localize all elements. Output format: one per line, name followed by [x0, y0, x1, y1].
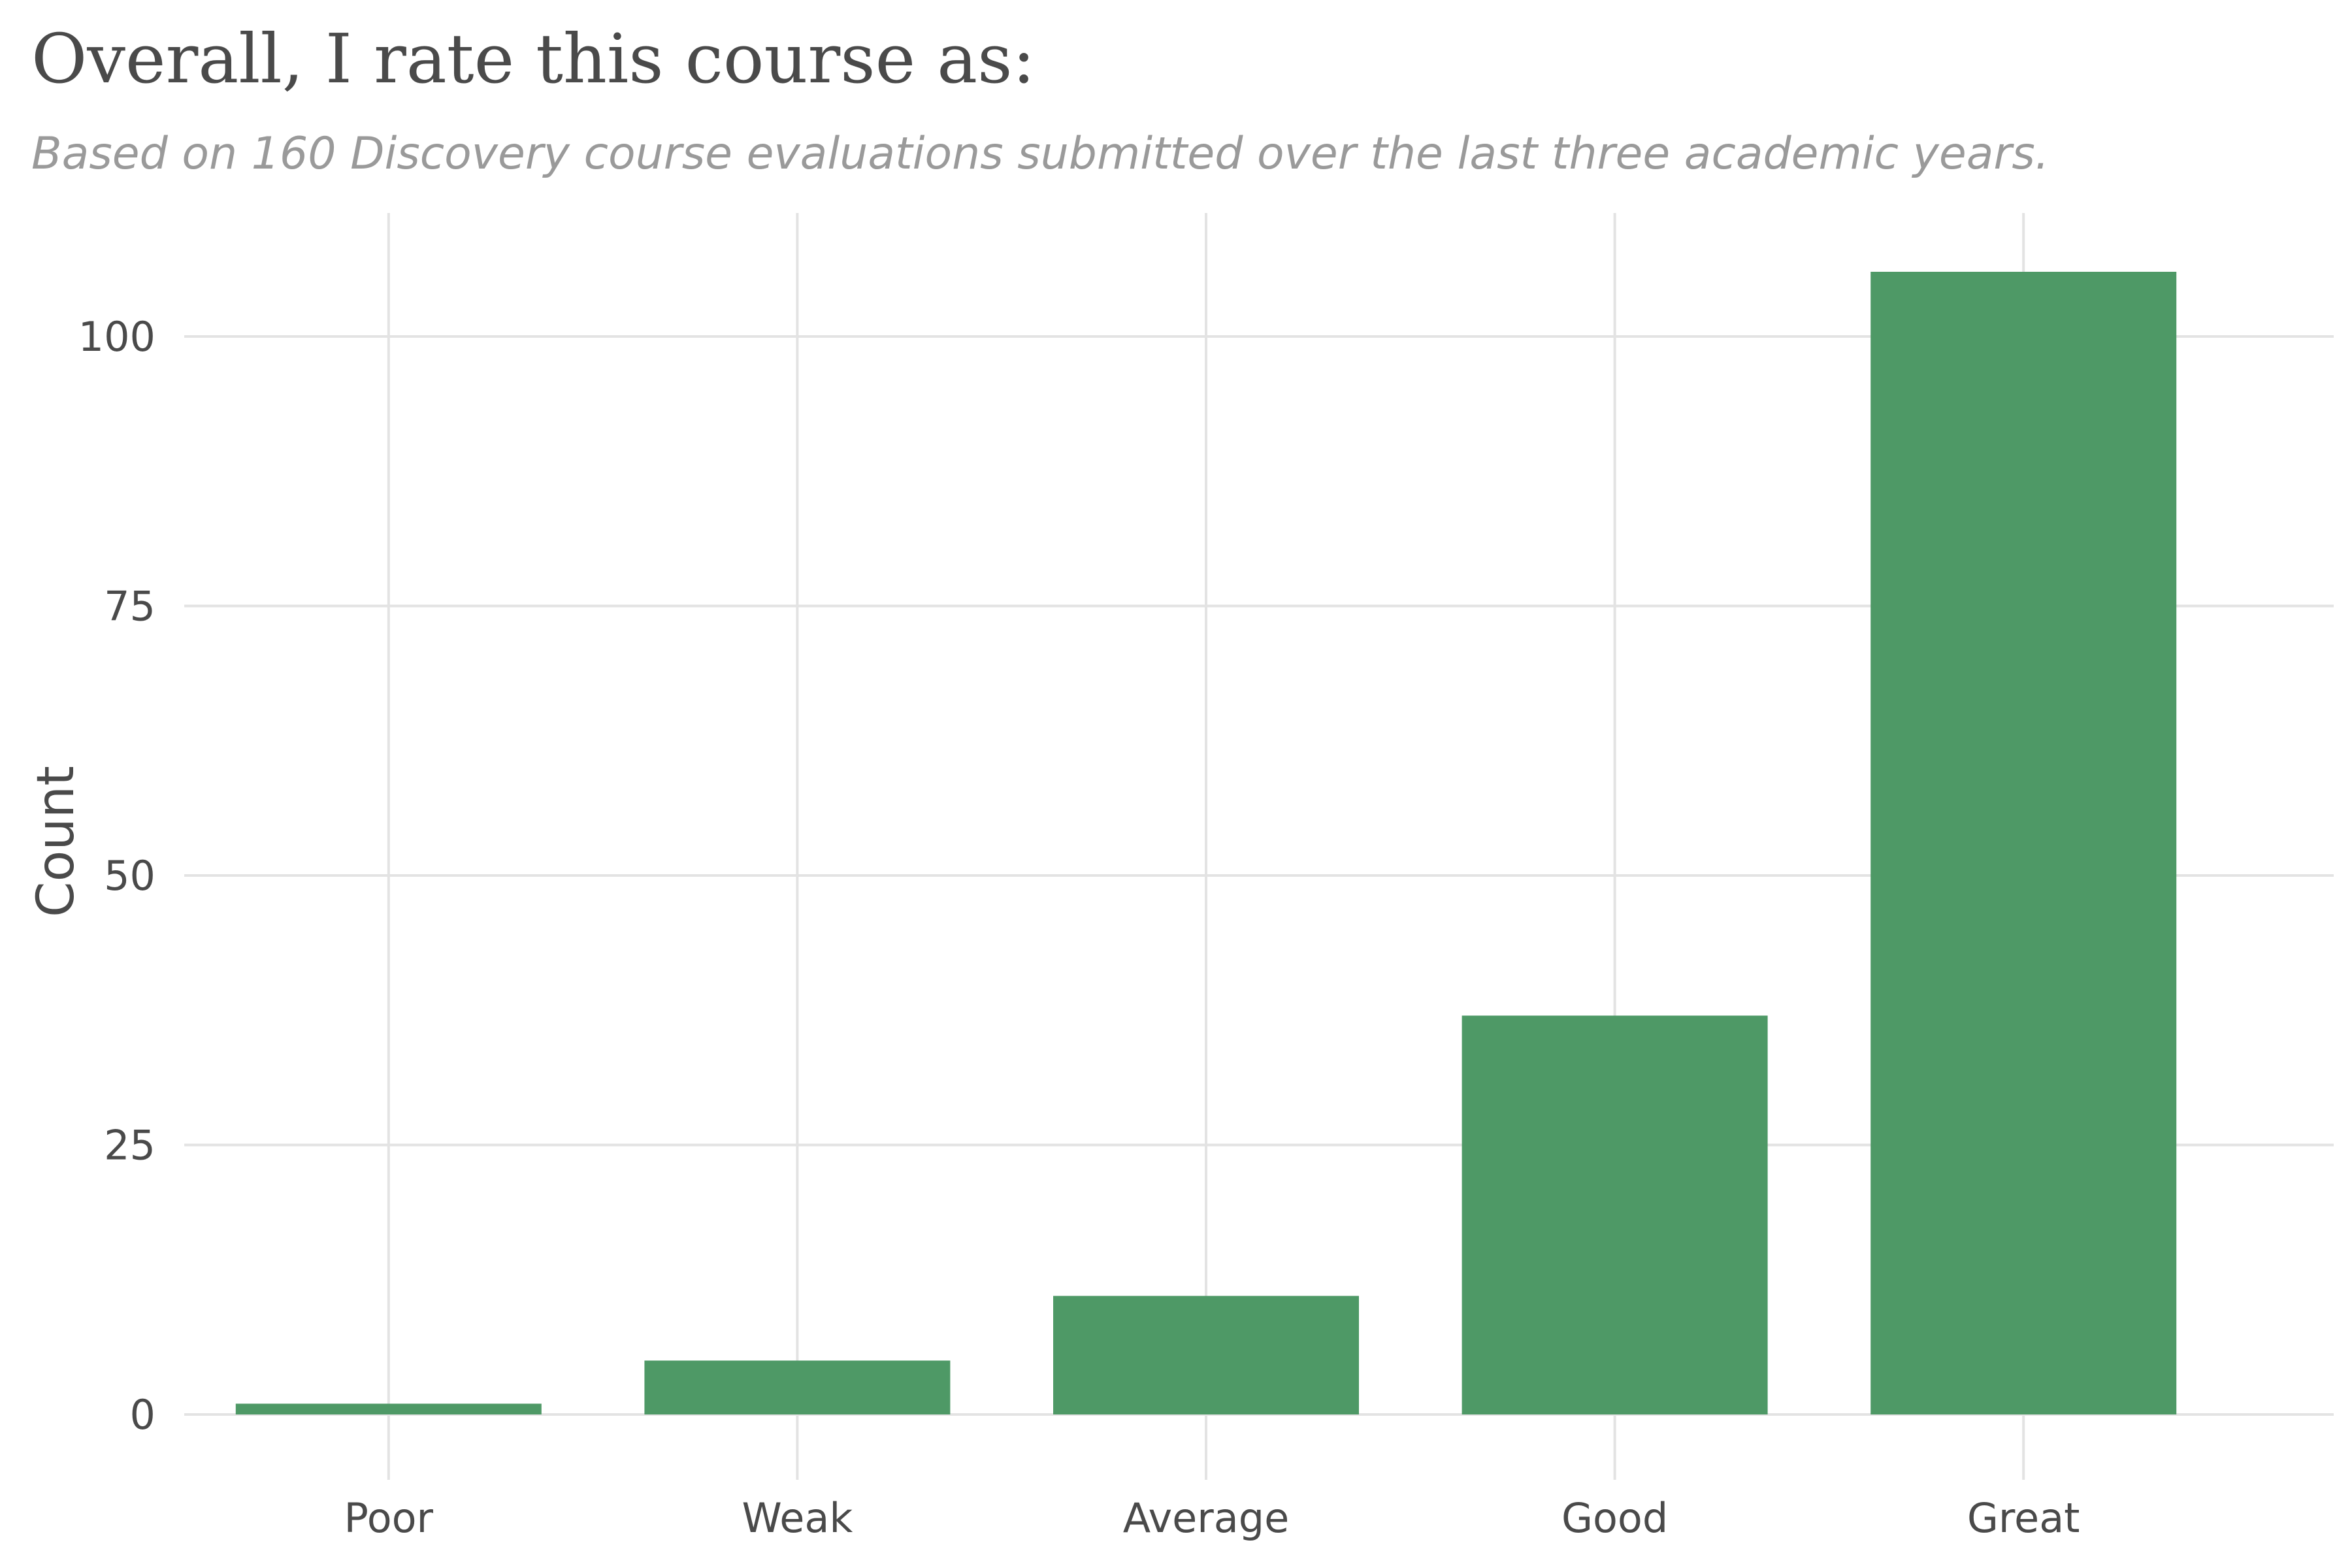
bar-good	[1462, 1015, 1768, 1414]
bar-average	[1053, 1296, 1359, 1414]
x-tick-label: Great	[1967, 1494, 2080, 1542]
x-tick-label: Poor	[344, 1494, 434, 1542]
y-tick-label: 50	[104, 852, 155, 900]
y-tick-label: 75	[104, 583, 155, 630]
x-tick-label: Weak	[742, 1494, 853, 1542]
x-tick-label: Good	[1561, 1494, 1668, 1542]
bar-weak	[644, 1360, 951, 1414]
chart-title: Overall, I rate this course as:	[31, 19, 1036, 99]
y-tick-label: 25	[104, 1122, 155, 1169]
bars	[235, 272, 2177, 1414]
bar-great	[1870, 272, 2177, 1414]
x-axis-ticks: Poor Weak Average Good Great	[344, 1494, 2080, 1542]
y-axis-ticks: 0 25 50 75 100	[78, 313, 155, 1439]
y-axis-title: Count	[27, 766, 86, 917]
y-tick-label: 0	[130, 1391, 155, 1439]
bar-poor	[235, 1403, 542, 1414]
x-tick-label: Average	[1123, 1494, 1290, 1542]
chart-subtitle: Based on 160 Discovery course evaluation…	[31, 128, 2049, 180]
y-tick-label: 100	[78, 313, 155, 361]
